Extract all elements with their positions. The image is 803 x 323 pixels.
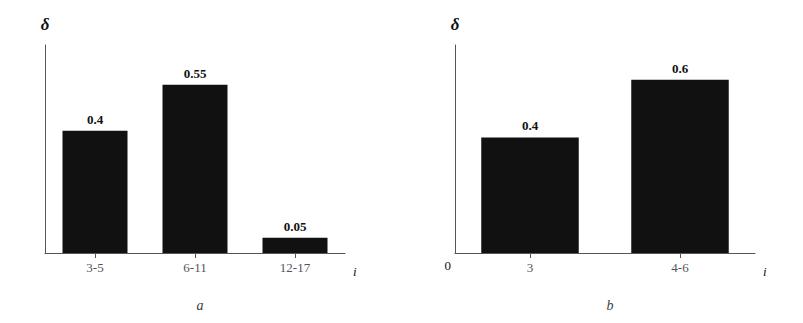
svg-text:a: a [197, 298, 204, 313]
svg-text:0: 0 [445, 258, 452, 273]
svg-text:δ: δ [451, 15, 460, 34]
svg-text:0.6: 0.6 [672, 61, 689, 76]
svg-text:4-6: 4-6 [671, 260, 689, 275]
svg-text:3-5: 3-5 [86, 260, 103, 275]
svg-text:b: b [607, 298, 614, 313]
svg-text:i: i [353, 264, 357, 279]
svg-text:6-11: 6-11 [183, 260, 206, 275]
svg-text:0.4: 0.4 [522, 118, 539, 133]
svg-text:δ: δ [41, 15, 50, 34]
svg-text:0.4: 0.4 [87, 112, 104, 127]
svg-text:0.05: 0.05 [284, 219, 307, 234]
svg-text:3: 3 [527, 260, 534, 275]
svg-text:0.55: 0.55 [184, 66, 207, 81]
svg-text:12-17: 12-17 [280, 260, 311, 275]
svg-text:i: i [763, 264, 767, 279]
